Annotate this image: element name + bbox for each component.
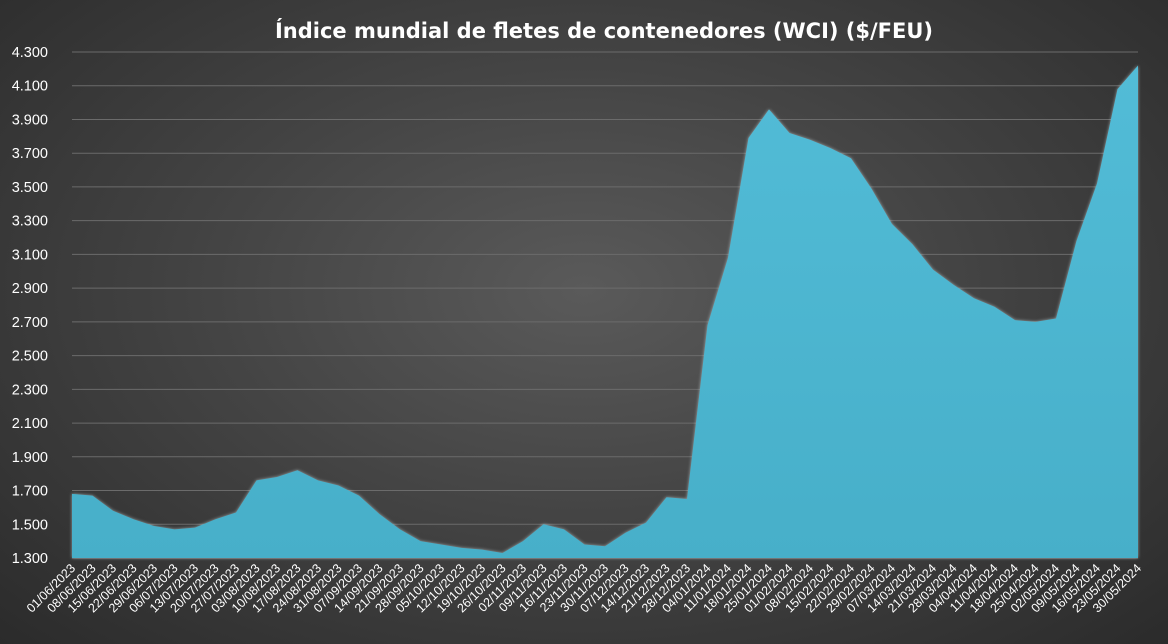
- y-axis: 1.300 1.500 1.700 1.900 2.100 2.300 2.500 2.700…: [12, 45, 48, 567]
- y-tick-label: 3.100: [12, 247, 48, 263]
- gridlines: [72, 51, 1138, 559]
- y-tick-label: 2.300: [12, 382, 48, 398]
- y-tick-label: 2.900: [12, 281, 48, 297]
- y-tick-label: 2.700: [12, 315, 48, 331]
- area-fill: [72, 65, 1138, 559]
- y-tick-label: 3.500: [12, 180, 48, 196]
- area-series: [72, 65, 1138, 559]
- y-tick-label: 2.500: [12, 349, 48, 365]
- y-tick-label: 1.500: [12, 517, 48, 533]
- chart-title: Índice mundial de fletes de contenedores…: [275, 18, 933, 43]
- y-tick-label: 1.700: [12, 484, 48, 500]
- y-tick-label: 1.900: [12, 450, 48, 466]
- y-tick-label: 3.300: [12, 214, 48, 230]
- y-tick-label: 1.300: [12, 551, 48, 567]
- x-axis: 01/06/202308/06/202315/06/202322/06/2023…: [24, 561, 1144, 615]
- y-tick-label: 4.100: [12, 79, 48, 95]
- y-tick-label: 2.100: [12, 416, 48, 432]
- y-tick-label: 4.300: [12, 45, 48, 61]
- y-tick-label: 3.900: [12, 112, 48, 128]
- y-tick-label: 3.700: [12, 146, 48, 162]
